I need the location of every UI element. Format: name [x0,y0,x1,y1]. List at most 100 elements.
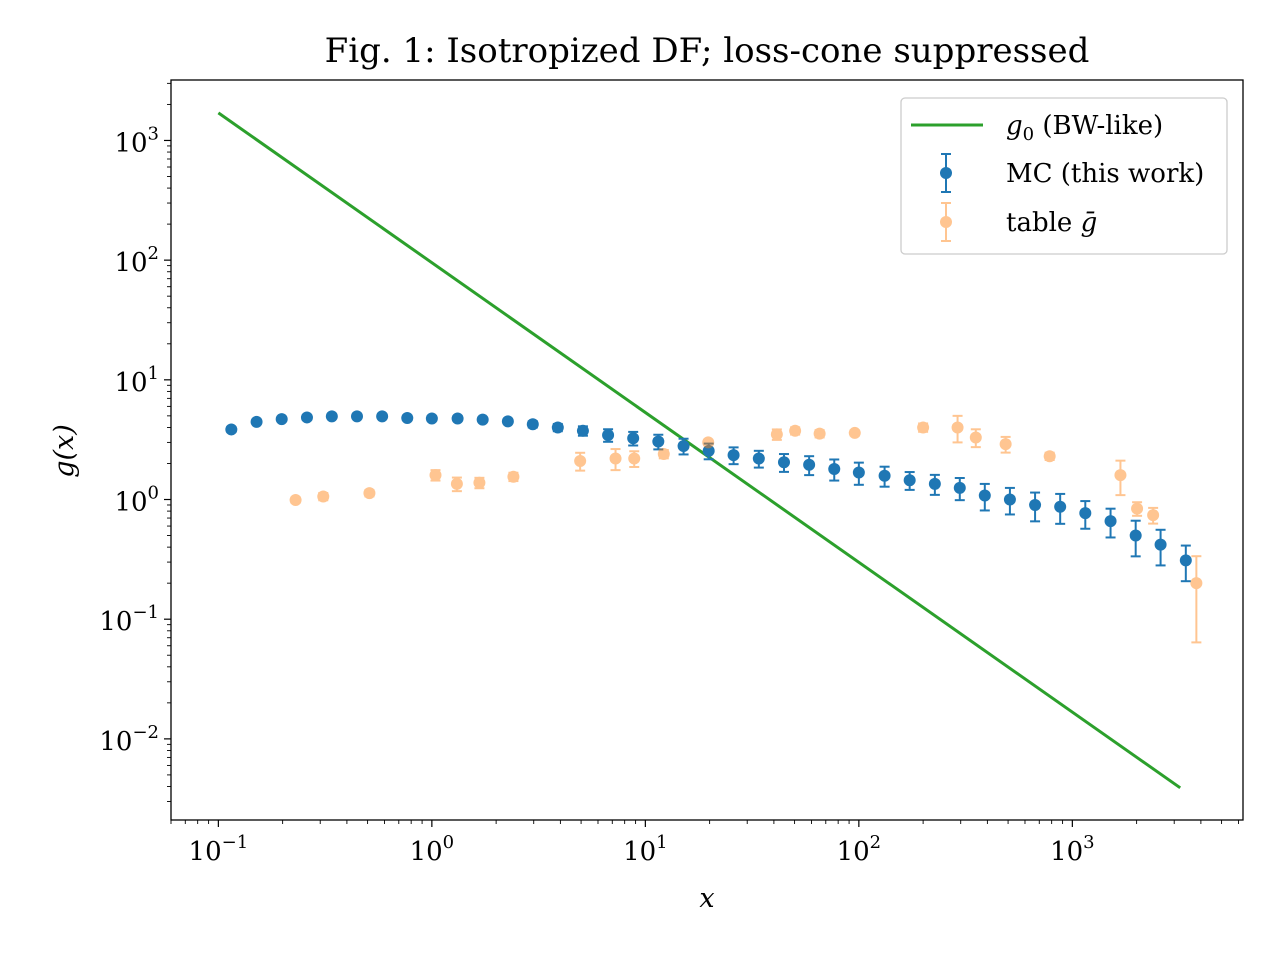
marker [789,424,802,437]
marker [928,477,941,490]
marker [451,412,464,425]
g0-line [217,111,1182,790]
y-tick-label: 10−2 [99,722,159,757]
mc-point [1154,528,1167,567]
legend-label: MC (this work) [1006,159,1204,189]
legend-marker-handle [940,202,952,242]
marker [1054,500,1067,513]
mc-point [1129,519,1142,558]
marker [1104,515,1117,528]
marker [803,458,816,471]
mc-point [978,482,991,512]
mc-point [752,449,765,469]
marker [401,411,414,424]
series-table [289,414,1203,644]
table-point [1131,501,1144,517]
table-point [473,476,486,490]
mc-point [777,453,790,473]
y-tick-label: 102 [114,243,159,278]
marker [727,449,740,462]
marker [770,428,783,441]
marker [275,413,288,426]
mc-point [325,410,338,423]
marker [627,432,640,445]
marker [628,452,641,465]
mc-point [1179,544,1192,583]
marker [507,470,520,483]
mc-point [476,413,489,426]
table-point [1190,555,1203,644]
marker [852,466,865,479]
marker [1147,509,1160,522]
mc-point [401,411,414,424]
mc-point [1003,486,1016,516]
mc-point [526,418,539,431]
marker [1179,554,1192,567]
mc-point [953,477,966,502]
table-point [789,424,802,437]
mc-point [903,471,916,491]
marker [951,421,964,434]
marker [1029,498,1042,511]
x-axis-ticks: 10−1 100 101 102 103 [170,820,1239,867]
mc-point [1079,500,1092,530]
table-point [1114,459,1127,497]
marker [350,410,363,423]
marker [903,474,916,487]
mc-point [878,465,891,488]
table-point [999,435,1012,454]
mc-point [275,413,288,426]
mc-point [1104,507,1117,539]
mc-point [852,461,865,486]
y-tick-label: 101 [114,363,159,398]
table-point [450,476,463,493]
table-point [1147,506,1160,525]
legend: g0 (BW-like) MC (this work) table ḡ [900,97,1228,255]
mc-point [551,421,564,434]
marker [702,444,715,457]
mc-point [376,410,389,423]
mc-point [828,458,841,482]
mc-point [425,412,438,425]
series-g0-line [217,111,1182,790]
series-mc [225,410,1192,583]
y-tick-label: 103 [114,123,159,158]
table-point [628,450,641,468]
marker [602,429,615,442]
marker [1129,529,1142,542]
marker [473,476,486,489]
marker [848,426,861,439]
table-point [317,490,330,503]
marker [450,477,463,490]
x-tick-label: 103 [1050,832,1095,867]
marker [978,489,991,502]
marker [551,421,564,434]
marker [476,413,489,426]
marker [999,438,1012,451]
marker [1154,538,1167,551]
mc-point [727,446,740,466]
plot-area: 10−1 100 101 102 103 10−2 10−1 100 101 102 103 [99,79,1244,867]
marker [652,435,665,448]
mc-point [803,455,816,477]
legend-label: g0 (BW-like) [1006,111,1163,145]
marker [250,415,263,428]
legend-label: table ḡ [1006,208,1097,238]
marker [657,448,670,461]
x-tick-label: 102 [837,832,882,867]
table-point [951,414,964,444]
y-tick-label: 10−1 [99,602,159,637]
mc-point [928,473,941,496]
mc-point [451,412,464,425]
table-point [702,436,715,449]
marker [609,452,622,465]
table-point [574,451,587,472]
chart-title: Fig. 1: Isotropized DF; loss-cone suppre… [325,31,1090,71]
marker [752,452,765,465]
table-point [848,426,861,439]
marker [1003,493,1016,506]
marker [777,456,790,469]
marker [702,436,715,449]
mc-point [576,424,589,437]
marker [1079,507,1092,520]
